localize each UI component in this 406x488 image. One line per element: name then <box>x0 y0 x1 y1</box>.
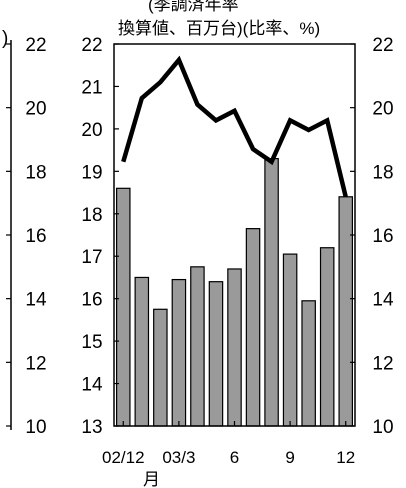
left-tick-label: 20 <box>81 120 102 141</box>
x-tick-label: 02/12 <box>102 448 145 467</box>
left-panel-ticks: 22 20 18 16 14 12 10 <box>6 35 47 438</box>
left-panel-fragment: ) 22 20 18 16 14 12 10 <box>2 28 47 438</box>
right-tick-label: 18 <box>372 162 393 183</box>
left-panel-tick-label: 22 <box>25 35 46 56</box>
x-tick-label: 12 <box>336 448 355 467</box>
x-axis-unit: 月 <box>143 470 160 488</box>
right-tick-label: 20 <box>372 99 393 120</box>
right-tick-label: 22 <box>372 35 393 56</box>
left-tick-label: 21 <box>81 77 102 98</box>
bar-0 <box>115 187 131 427</box>
left-tick-label: 18 <box>81 205 102 226</box>
left-panel-tick-label: 16 <box>25 226 46 247</box>
line-series <box>121 55 348 198</box>
left-tick-label: 15 <box>81 332 102 353</box>
x-tick-label: 9 <box>285 448 294 467</box>
x-tick-label: 6 <box>230 448 239 467</box>
left-tick-label: 22 <box>81 35 102 56</box>
bar-12 <box>338 196 354 427</box>
bar-11 <box>319 247 335 427</box>
bar-4 <box>190 266 205 427</box>
bar-1 <box>134 276 150 427</box>
header-line-1: (季調済年率 <box>148 0 239 14</box>
plot-area: 22 21 20 19 18 17 16 15 14 13 22 20 18 16 14 12 10 02/1… <box>81 35 394 467</box>
left-tick-label: 14 <box>81 375 103 396</box>
left-panel-tick-label: 20 <box>25 99 46 120</box>
header-line-2: 換算値、百万台)(比率、%) <box>118 19 320 38</box>
bar-6 <box>227 268 242 427</box>
left-tick-label: 19 <box>81 162 102 183</box>
bar-series <box>115 158 354 427</box>
bar-8 <box>264 158 279 427</box>
left-tick-label: 16 <box>81 290 102 311</box>
left-panel-tick-label: 12 <box>25 353 46 374</box>
left-tick-label: 13 <box>81 417 102 438</box>
right-tick-label: 10 <box>372 417 393 438</box>
right-axis-ticks: 22 20 18 16 14 12 10 <box>350 35 394 438</box>
x-axis-ticks: 02/12 03/3 6 9 12 <box>102 421 355 467</box>
right-tick-label: 14 <box>372 290 394 311</box>
left-tick-label: 17 <box>81 247 102 268</box>
right-tick-label: 16 <box>372 226 393 247</box>
bar-3 <box>171 278 187 427</box>
bar-7 <box>245 228 261 427</box>
bar-2 <box>153 308 168 427</box>
bar-10 <box>301 300 316 427</box>
x-tick-label: 03/3 <box>162 448 195 467</box>
left-panel-tick-label: 14 <box>25 290 47 311</box>
bar-9 <box>282 253 298 427</box>
left-axis-ticks: 22 21 20 19 18 17 16 15 14 13 <box>81 35 119 438</box>
left-panel-tick-label: 18 <box>25 162 46 183</box>
bar-5 <box>208 281 224 427</box>
left-panel-paren: ) <box>2 28 8 49</box>
right-tick-label: 12 <box>372 353 393 374</box>
left-panel-tick-label: 10 <box>25 417 46 438</box>
